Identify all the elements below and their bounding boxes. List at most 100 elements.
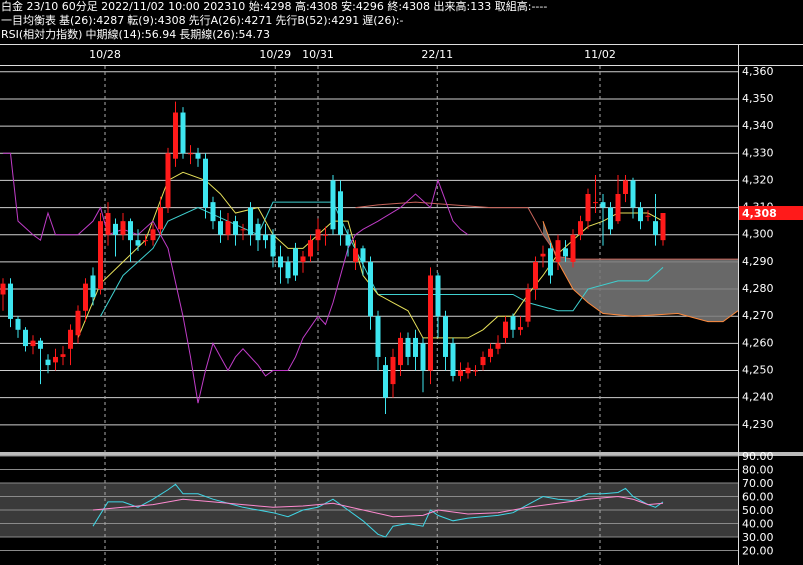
candle-body bbox=[53, 356, 58, 363]
candle-body bbox=[330, 180, 336, 230]
candle-body bbox=[420, 343, 426, 371]
candle-body bbox=[458, 370, 463, 376]
candle-body bbox=[38, 340, 43, 349]
candle-body bbox=[630, 180, 636, 208]
indicator-line bbox=[542, 220, 739, 323]
x-tick-label: 10/28 bbox=[89, 48, 121, 61]
y-tick-label: 4,320 bbox=[742, 173, 774, 186]
candle-body bbox=[218, 221, 223, 235]
candle-body bbox=[233, 221, 238, 235]
candle-body bbox=[615, 194, 621, 222]
candle-body bbox=[240, 229, 246, 231]
candle-body bbox=[510, 316, 516, 330]
candle-body bbox=[158, 207, 163, 230]
candle-body bbox=[413, 337, 418, 357]
candle-body bbox=[600, 202, 606, 208]
candle-body bbox=[653, 221, 658, 235]
candle-body bbox=[390, 356, 396, 385]
candle-body bbox=[353, 248, 358, 262]
candle-body bbox=[375, 316, 381, 357]
candle-body bbox=[113, 223, 118, 235]
candle-body bbox=[210, 202, 216, 222]
candle-body bbox=[300, 256, 306, 262]
x-tick-label: 10/31 bbox=[302, 48, 334, 61]
candle-body bbox=[255, 223, 261, 241]
y-tick-label: 4,250 bbox=[742, 364, 774, 377]
y-tick-label: 30.00 bbox=[742, 531, 774, 544]
candle-body bbox=[578, 221, 583, 235]
candle-body bbox=[165, 153, 171, 208]
candle-body bbox=[105, 213, 111, 235]
candle-body bbox=[45, 359, 51, 366]
last-price-tag bbox=[739, 206, 803, 221]
candle-body bbox=[75, 310, 81, 336]
y-tick-label: 20.00 bbox=[742, 545, 774, 558]
y-tick-label: 4,290 bbox=[742, 255, 774, 268]
candle-body bbox=[518, 327, 523, 330]
candle-body bbox=[150, 229, 156, 241]
header-text: 遅(26):- bbox=[362, 14, 403, 27]
candle-body bbox=[285, 261, 291, 279]
candle-body bbox=[143, 240, 148, 242]
cloud bbox=[543, 221, 738, 322]
y-tick-label: 4,340 bbox=[742, 119, 774, 132]
candle-body bbox=[278, 256, 283, 268]
candle-body bbox=[0, 283, 6, 295]
candle-body bbox=[563, 248, 568, 257]
candle-body bbox=[323, 234, 328, 236]
candle-body bbox=[533, 261, 538, 290]
header-text: 長期線(26):54.73 bbox=[179, 27, 270, 41]
y-tick-label: 60.00 bbox=[742, 491, 774, 504]
candle-body bbox=[660, 213, 666, 241]
candle-body bbox=[270, 234, 276, 257]
y-tick-label: 4,360 bbox=[742, 65, 774, 78]
y-tick-label: 40.00 bbox=[742, 518, 774, 531]
panel-separator bbox=[0, 452, 803, 456]
x-tick-label: 22/11 bbox=[421, 48, 453, 61]
candle-body bbox=[15, 318, 21, 330]
candle-body bbox=[473, 370, 478, 372]
candle-body bbox=[555, 240, 561, 262]
x-tick-label: 11/02 bbox=[584, 48, 616, 61]
y-tick-label: 4,260 bbox=[742, 336, 774, 349]
header-text: RSI(相対力指数) bbox=[1, 27, 82, 41]
indicator-line bbox=[3, 152, 469, 404]
candle-body bbox=[465, 367, 471, 374]
candle-body bbox=[608, 207, 613, 230]
y-tick-label: 4,230 bbox=[742, 418, 774, 431]
y-tick-label: 4,280 bbox=[742, 282, 774, 295]
indicator-line bbox=[92, 483, 664, 538]
candle-body bbox=[405, 337, 411, 357]
candle-body bbox=[308, 240, 313, 257]
candle-body bbox=[383, 365, 388, 398]
candle-body bbox=[68, 329, 73, 349]
candle-body bbox=[645, 215, 651, 217]
y-tick-label: 90.00 bbox=[742, 450, 774, 463]
candle-body bbox=[398, 337, 403, 366]
candle-body bbox=[480, 356, 486, 366]
y-tick-label: 4,300 bbox=[742, 228, 774, 241]
candle-body bbox=[120, 221, 126, 235]
candle-body bbox=[30, 340, 36, 347]
candle-body bbox=[623, 180, 628, 194]
candle-body bbox=[585, 194, 591, 222]
candle-body bbox=[90, 275, 96, 298]
candle-body bbox=[360, 248, 366, 262]
y-tick-label: 4,350 bbox=[742, 92, 774, 105]
candle-body bbox=[195, 153, 201, 159]
candle-body bbox=[638, 207, 643, 222]
candle-body bbox=[23, 329, 28, 347]
y-tick-label: 50.00 bbox=[742, 504, 774, 517]
candle-body bbox=[593, 202, 598, 204]
candle-body bbox=[173, 112, 178, 159]
header-text: 白金 23/10 60分足 2022/11/02 10:00 202310 始:… bbox=[1, 0, 547, 13]
candle-body bbox=[503, 321, 508, 338]
header-text: 転(9):4308 bbox=[127, 14, 185, 27]
candle-body bbox=[488, 348, 493, 357]
candle-body bbox=[315, 229, 321, 241]
y-tick-label: 70.00 bbox=[742, 477, 774, 490]
last-price-label: 4,308 bbox=[742, 207, 777, 220]
y-tick-label: 80.00 bbox=[742, 464, 774, 477]
candle-body bbox=[248, 207, 253, 235]
candle-body bbox=[293, 248, 298, 276]
